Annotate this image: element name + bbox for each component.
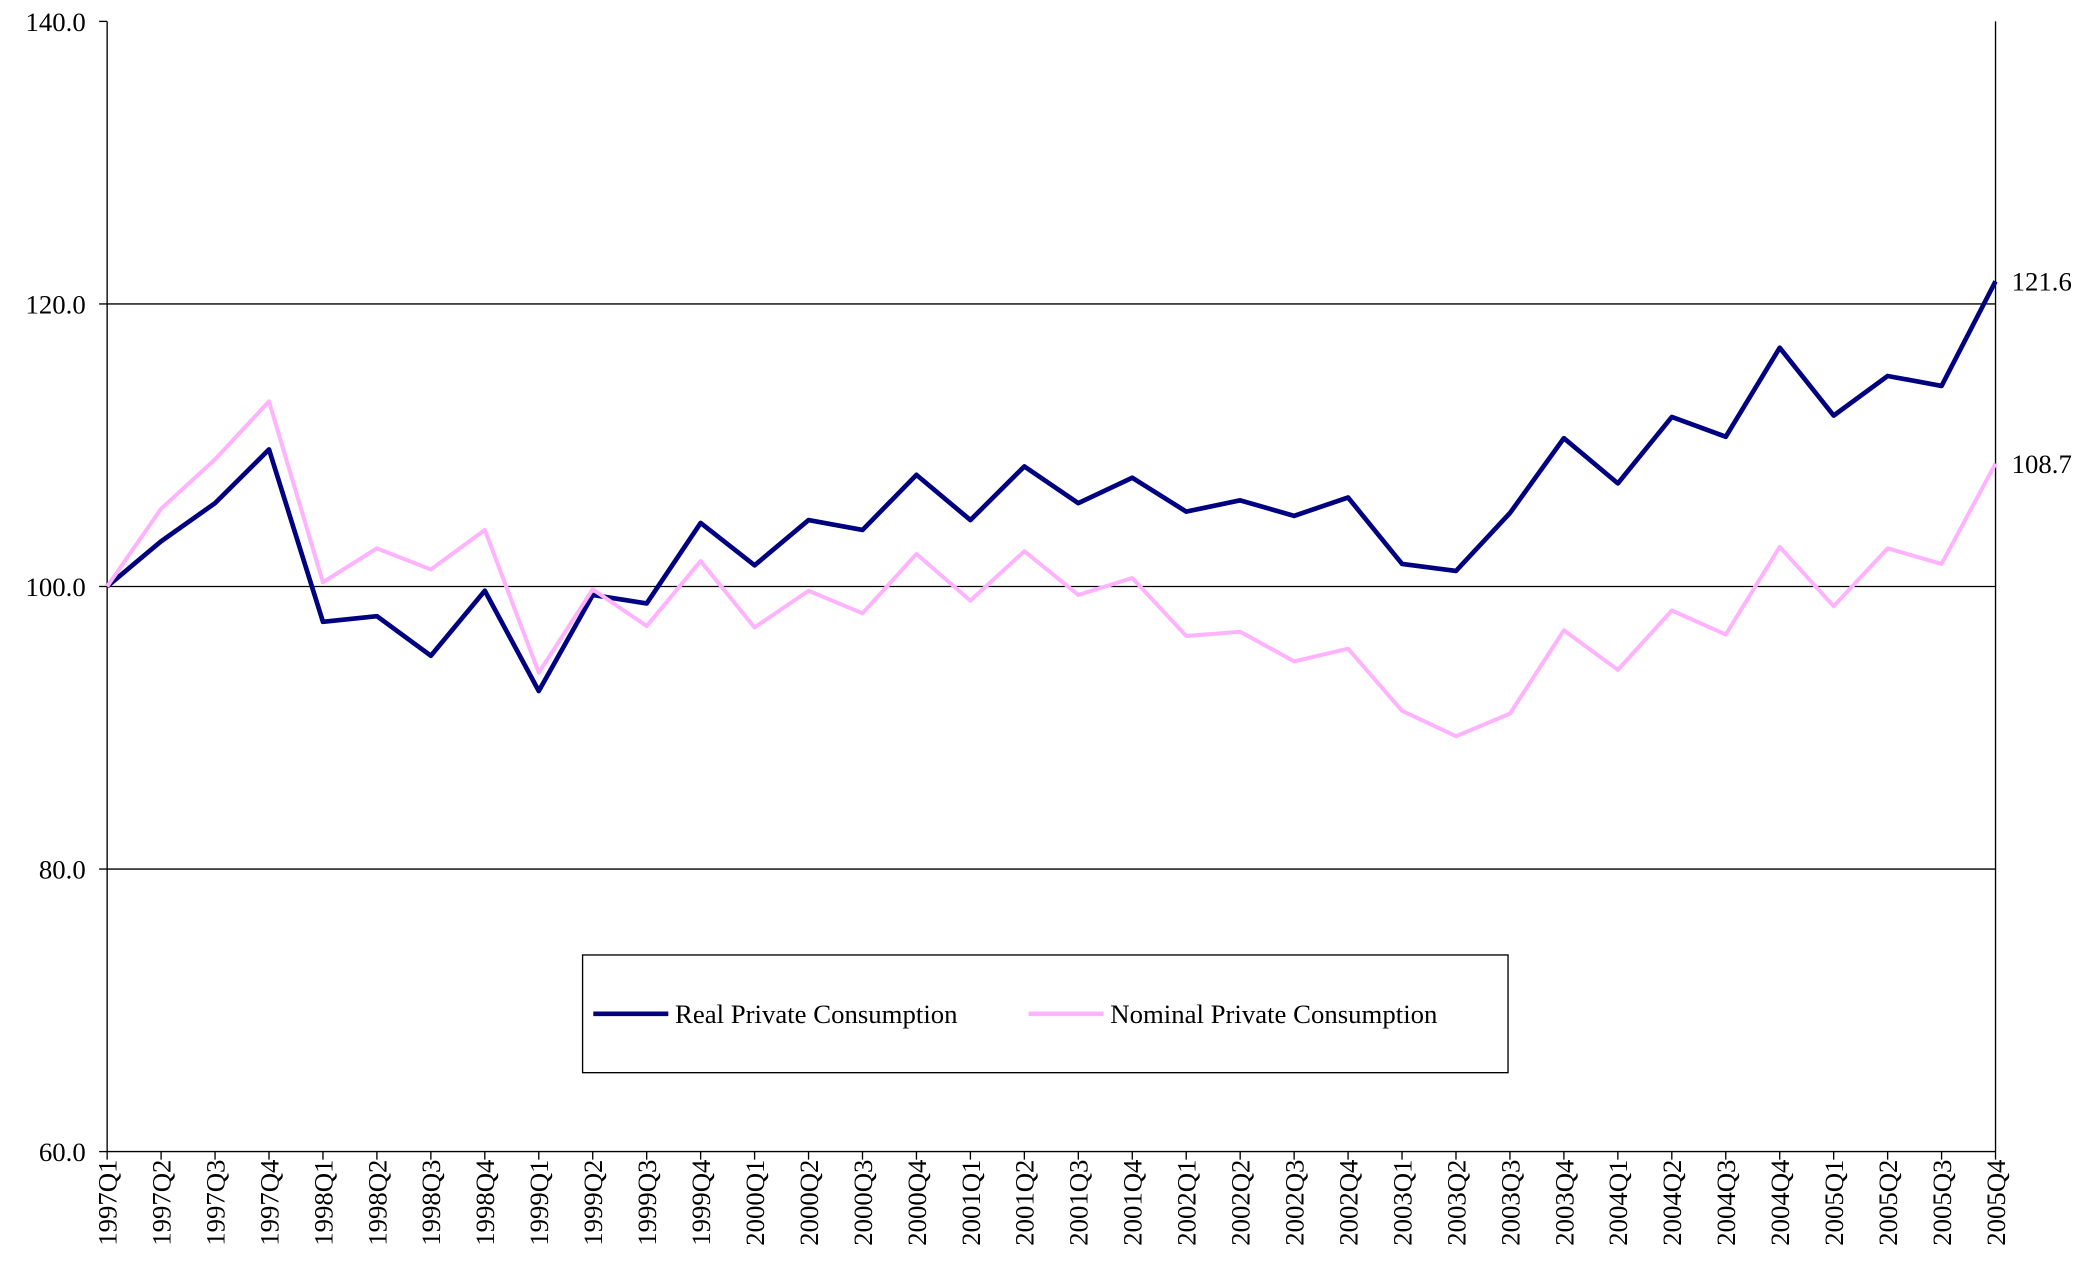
- x-tick-label: 2005Q1: [1819, 1160, 1849, 1246]
- x-tick-label: 2000Q3: [848, 1160, 878, 1246]
- x-tick-label: 2001Q3: [1064, 1160, 1094, 1246]
- end-value-label: 108.7: [2012, 449, 2072, 479]
- x-tick-label: 2005Q3: [1927, 1160, 1957, 1246]
- x-tick-label: 1999Q4: [686, 1160, 716, 1246]
- x-tick-label: 1998Q2: [362, 1160, 392, 1246]
- series-line: [105, 399, 1998, 739]
- x-tick-label: 2003Q2: [1441, 1160, 1471, 1246]
- x-tick-label: 2004Q2: [1657, 1160, 1687, 1246]
- x-tick-label: 1999Q1: [524, 1160, 554, 1246]
- legend-label: Nominal Private Consumption: [1110, 999, 1437, 1029]
- x-tick-label: 1997Q1: [93, 1160, 123, 1246]
- x-tick-label: 2004Q3: [1711, 1160, 1741, 1246]
- x-tick-label: 1999Q3: [632, 1160, 662, 1246]
- y-tick-label: 120.0: [25, 289, 85, 319]
- x-tick-label: 2003Q4: [1549, 1160, 1579, 1246]
- end-value-label: 121.6: [2012, 267, 2072, 297]
- x-tick-label: 1997Q4: [254, 1160, 284, 1246]
- x-tick-label: 1997Q3: [200, 1160, 230, 1246]
- x-tick-label: 2005Q2: [1873, 1160, 1903, 1246]
- x-tick-label: 1998Q1: [308, 1160, 338, 1246]
- x-tick-label: 1998Q4: [470, 1160, 500, 1246]
- x-tick-label: 1997Q2: [146, 1160, 176, 1246]
- x-tick-label: 2005Q4: [1981, 1160, 2011, 1246]
- x-tick-label: 2003Q3: [1495, 1160, 1525, 1246]
- x-tick-label: 2004Q1: [1603, 1160, 1633, 1246]
- x-tick-label: 2004Q4: [1765, 1160, 1795, 1246]
- x-tick-label: 2003Q1: [1387, 1160, 1417, 1246]
- x-tick-label: 2002Q4: [1333, 1160, 1363, 1246]
- x-tick-label: 1998Q3: [416, 1160, 446, 1246]
- x-tick-label: 2002Q1: [1172, 1160, 1202, 1246]
- x-tick-label: 2002Q3: [1279, 1160, 1309, 1246]
- y-tick-label: 100.0: [25, 572, 85, 602]
- x-tick-label: 2002Q2: [1226, 1160, 1256, 1246]
- series-line: [105, 280, 1998, 694]
- x-tick-label: 2001Q4: [1118, 1160, 1148, 1246]
- x-tick-label: 2000Q1: [740, 1160, 770, 1246]
- y-tick-label: 140.0: [25, 7, 85, 37]
- x-tick-label: 2000Q2: [794, 1160, 824, 1246]
- legend-label: Real Private Consumption: [675, 999, 958, 1029]
- y-tick-label: 60.0: [39, 1137, 86, 1167]
- y-tick-label: 80.0: [39, 854, 86, 884]
- x-tick-label: 2001Q2: [1010, 1160, 1040, 1246]
- x-tick-label: 2001Q1: [956, 1160, 986, 1246]
- x-tick-label: 2000Q4: [902, 1160, 932, 1246]
- x-tick-label: 1999Q2: [578, 1160, 608, 1246]
